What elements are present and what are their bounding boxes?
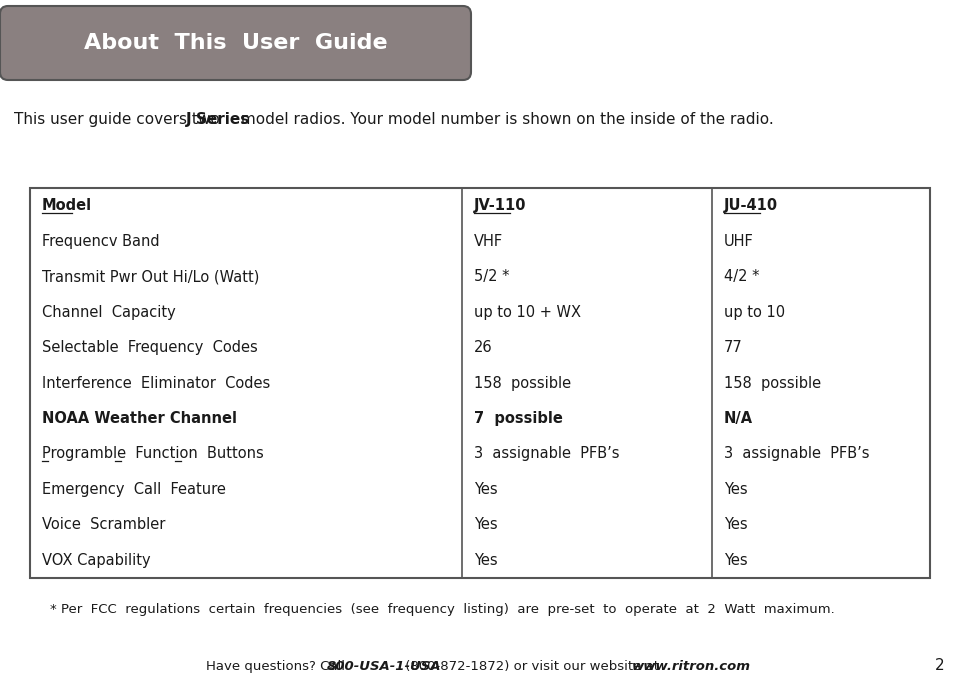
Text: JU-410: JU-410 <box>724 198 778 214</box>
Text: up to 10: up to 10 <box>724 305 786 320</box>
Text: 3  assignable  PFB’s: 3 assignable PFB’s <box>724 446 870 462</box>
Text: VHF: VHF <box>474 234 503 249</box>
Text: Model: Model <box>42 198 92 214</box>
Text: J Series: J Series <box>186 112 250 127</box>
Text: N/A: N/A <box>724 411 753 426</box>
Text: www.ritron.com: www.ritron.com <box>631 660 750 673</box>
Text: up to 10 + WX: up to 10 + WX <box>474 305 581 320</box>
Text: NOAA Weather Channel: NOAA Weather Channel <box>42 411 237 426</box>
Text: Interference  Eliminator  Codes: Interference Eliminator Codes <box>42 375 270 390</box>
Text: Yes: Yes <box>724 482 747 497</box>
Text: Yes: Yes <box>474 482 497 497</box>
Text: Have questions? Call: Have questions? Call <box>206 660 350 673</box>
Text: VOX Capability: VOX Capability <box>42 553 150 568</box>
Text: Channel  Capacity: Channel Capacity <box>42 305 175 320</box>
Text: Selectable  Frequency  Codes: Selectable Frequency Codes <box>42 340 258 355</box>
Text: JV-110: JV-110 <box>474 198 527 214</box>
Text: model radios. Your model number is shown on the inside of the radio.: model radios. Your model number is shown… <box>237 112 774 127</box>
Text: 77: 77 <box>724 340 742 355</box>
Text: * Per  FCC  regulations  certain  frequencies  (see  frequency  listing)  are  p: * Per FCC regulations certain frequencie… <box>50 603 834 616</box>
Text: Frequencv Band: Frequencv Band <box>42 234 160 249</box>
Text: 7  possible: 7 possible <box>474 411 563 426</box>
Text: 4/2 *: 4/2 * <box>724 269 760 284</box>
Text: 2: 2 <box>935 658 945 673</box>
Text: 26: 26 <box>474 340 492 355</box>
Text: 158  possible: 158 possible <box>474 375 571 390</box>
Text: Programble  Function  Buttons: Programble Function Buttons <box>42 446 263 462</box>
Text: This user guide covers two: This user guide covers two <box>14 112 224 127</box>
Text: 5/2 *: 5/2 * <box>474 269 510 284</box>
Text: About  This  User  Guide: About This User Guide <box>83 33 387 53</box>
Text: Transmit Pwr Out Hi/Lo (Watt): Transmit Pwr Out Hi/Lo (Watt) <box>42 269 260 284</box>
Text: Yes: Yes <box>474 553 497 568</box>
FancyBboxPatch shape <box>0 6 471 80</box>
Text: 3  assignable  PFB’s: 3 assignable PFB’s <box>474 446 620 462</box>
Text: 800-USA-1-USA: 800-USA-1-USA <box>327 660 442 673</box>
Text: (800-872-1872) or visit our website at: (800-872-1872) or visit our website at <box>401 660 664 673</box>
Text: UHF: UHF <box>724 234 754 249</box>
Text: Yes: Yes <box>474 518 497 532</box>
Text: Yes: Yes <box>724 553 747 568</box>
Text: 158  possible: 158 possible <box>724 375 821 390</box>
Text: Yes: Yes <box>724 518 747 532</box>
Bar <box>30 188 930 578</box>
Text: Voice  Scrambler: Voice Scrambler <box>42 518 166 532</box>
Text: Emergency  Call  Feature: Emergency Call Feature <box>42 482 226 497</box>
